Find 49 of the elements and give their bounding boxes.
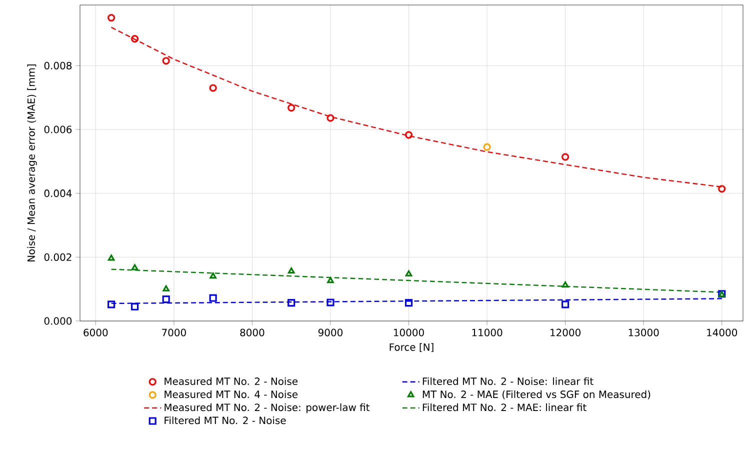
legend-label: Measured MT No. 4 - Noise [164,390,298,398]
legend-label: Measured MT No. 2 - Noise: power-law fit [164,403,370,414]
point [288,104,296,112]
legend-label: Filtered MT No. 2 - MAE: linear fit [422,403,586,412]
point [131,264,138,270]
point [562,153,570,161]
legend-label: Measured MT No. 2 - Noise [164,377,298,386]
point [327,276,334,284]
point [562,281,569,288]
point [404,299,413,307]
x-tick-label: 8000 [240,328,264,336]
point [209,84,217,92]
point [326,114,334,122]
x-tick-label: 11000 [472,328,502,336]
point [562,300,570,308]
point [162,57,170,65]
x-tick-label: 13000 [628,328,659,336]
point [108,254,115,261]
point [405,270,412,276]
point [288,299,296,307]
point [288,267,295,274]
point [483,143,491,151]
point [718,185,726,193]
y-axis-title: Noise / Mean average error (MAE) [mm] [27,64,37,262]
point [108,14,116,22]
x-tick-label: 10000 [394,328,424,336]
point [209,294,217,302]
point [162,285,170,292]
point [131,302,139,310]
y-tick-label: 0.002 [44,253,72,261]
y-tick-label: 0.008 [44,62,72,70]
x-axis-title: Force [N] [390,343,434,352]
legend-label: Filtered MT No. 2 - Noise [164,416,286,424]
point [404,131,413,139]
point [131,35,139,43]
y-tick-label: 0.000 [44,317,72,325]
x-tick-label: 7000 [162,328,186,336]
x-tick-label: 9000 [318,328,343,336]
point [108,300,116,308]
point [326,298,334,306]
x-tick-label: 12000 [550,328,580,336]
point [210,272,216,279]
x-tick-label: 6000 [84,328,108,336]
y-tick-label: 0.006 [44,126,72,134]
point [162,296,170,304]
y-tick-label: 0.004 [44,190,72,198]
x-tick-label: 14000 [707,328,738,336]
legend-label: Filtered MT No. 2 - Noise: linear fit [422,377,594,386]
legend-label: MT No. 2 - MAE (Filtered vs SGF on Measured) [422,390,650,400]
